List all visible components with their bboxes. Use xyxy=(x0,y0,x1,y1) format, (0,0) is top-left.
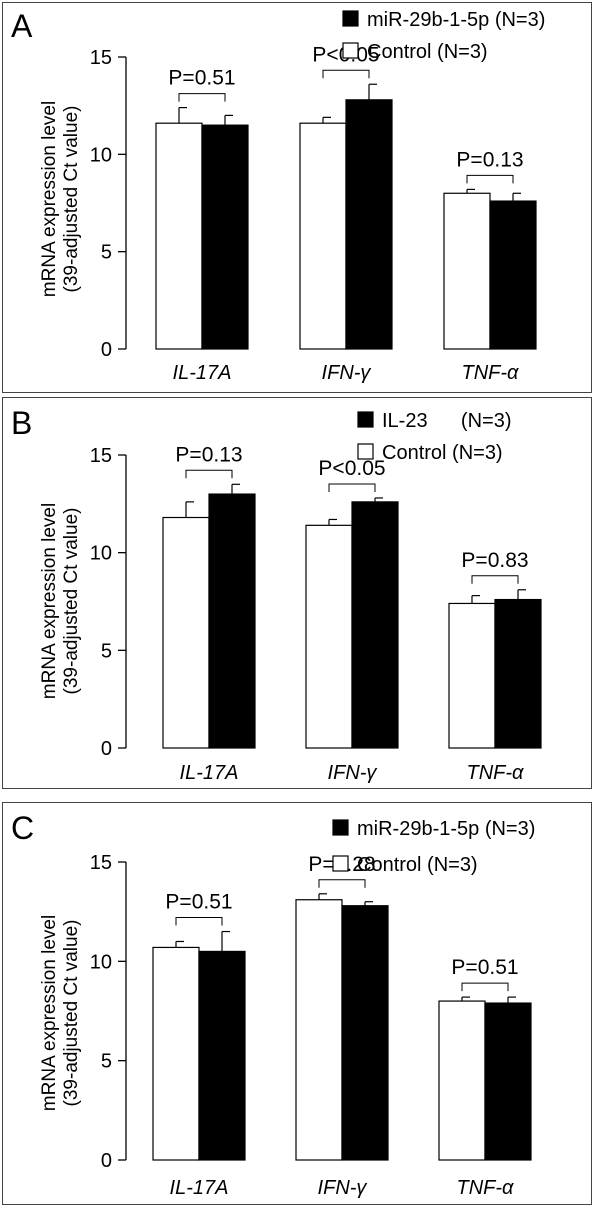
x-category-label: IFN-γ xyxy=(328,762,378,784)
bar xyxy=(494,598,542,749)
bar xyxy=(489,200,537,350)
panel-letter: B xyxy=(11,405,32,441)
bar xyxy=(152,946,200,1161)
bar xyxy=(295,899,343,1161)
bar xyxy=(198,950,246,1161)
panel-b: B 0 5 10 15 mRNA expression level (39-adjusted… xyxy=(2,397,592,789)
x-category-label: TNF-α xyxy=(457,1177,515,1199)
legend-label: Control (N=3) xyxy=(357,854,478,876)
x-category-label: TNF-α xyxy=(467,762,525,784)
y-axis-label: mRNA expression level xyxy=(39,503,60,699)
bar xyxy=(438,1000,486,1161)
significance-bracket xyxy=(318,879,366,888)
bar xyxy=(155,122,203,350)
significance-bracket xyxy=(466,174,514,184)
y-axis-label: (39-adjusted Ct value) xyxy=(61,106,82,293)
legend-swatch xyxy=(332,855,349,872)
p-value-label: P=0.13 xyxy=(456,148,523,171)
bar xyxy=(305,524,353,749)
y-tick-label: 5 xyxy=(101,1051,112,1073)
chart-b: B 0 5 10 15 mRNA expression level (39-adjusted… xyxy=(11,405,542,784)
bar xyxy=(162,516,210,749)
significance-bracket xyxy=(185,469,233,479)
legend-swatch xyxy=(357,443,374,460)
y-tick-label: 10 xyxy=(90,543,112,565)
y-tick-label: 15 xyxy=(90,852,112,874)
bar xyxy=(345,99,393,350)
p-value-label: P=0.51 xyxy=(165,891,232,914)
p-value-label: P=0.51 xyxy=(168,67,235,90)
panel-letter: A xyxy=(11,8,33,44)
x-category-label: IFN-γ xyxy=(322,362,372,384)
x-category-label: TNF-α xyxy=(462,362,520,384)
legend-swatch xyxy=(342,10,359,27)
legend-swatch xyxy=(332,819,349,836)
legend-label: miR-29b-1-5p (N=3) xyxy=(367,9,545,31)
bar xyxy=(443,192,491,350)
legend-swatch xyxy=(342,42,359,59)
legend-label: IL-23 (N=3) xyxy=(382,410,512,432)
bar xyxy=(341,905,389,1161)
y-tick-label: 5 xyxy=(101,242,112,264)
bar xyxy=(201,124,249,350)
y-tick-label: 15 xyxy=(90,47,112,69)
significance-bracket xyxy=(175,917,223,926)
significance-bracket xyxy=(461,982,509,992)
significance-bracket xyxy=(471,575,519,584)
p-value-label: P=0.51 xyxy=(451,956,518,979)
y-tick-label: 0 xyxy=(101,738,112,760)
bar xyxy=(351,501,399,749)
y-tick-label: 10 xyxy=(90,144,112,166)
p-value-label: P=0.83 xyxy=(461,549,528,572)
p-value-label: P=0.13 xyxy=(175,443,242,466)
legend-label: Control (N=3) xyxy=(367,41,488,63)
legend-label: miR-29b-1-5p (N=3) xyxy=(357,818,535,840)
panel-letter: C xyxy=(11,810,34,846)
x-category-label: IL-17A xyxy=(180,762,239,784)
y-axis-label: mRNA expression level xyxy=(39,915,60,1111)
bar xyxy=(448,602,496,749)
significance-bracket xyxy=(322,69,370,79)
y-tick-label: 0 xyxy=(101,339,112,361)
bar xyxy=(299,122,347,350)
y-tick-label: 10 xyxy=(90,951,112,973)
x-category-label: IL-17A xyxy=(170,1177,229,1199)
y-tick-label: 15 xyxy=(90,445,112,467)
y-tick-label: 5 xyxy=(101,640,112,662)
panel-a: A 0 5 10 15 mRNA expression level (39-adjusted… xyxy=(2,2,592,393)
legend-label: Control (N=3) xyxy=(382,442,503,464)
y-axis-label: (39-adjusted Ct value) xyxy=(61,508,82,695)
bar xyxy=(484,1002,532,1161)
bar xyxy=(208,493,256,749)
y-tick-label: 0 xyxy=(101,1150,112,1172)
chart-c: C 0 5 10 15 mRNA expression level (39-adjusted… xyxy=(11,810,535,1199)
x-category-label: IFN-γ xyxy=(318,1177,368,1199)
significance-bracket xyxy=(178,93,226,102)
x-category-label: IL-17A xyxy=(173,362,232,384)
chart-a: A 0 5 10 15 mRNA expression level (39-adjusted… xyxy=(11,8,545,384)
y-axis-label: (39-adjusted Ct value) xyxy=(61,920,82,1107)
significance-bracket xyxy=(328,483,376,492)
p-value-label: P<0.05 xyxy=(318,457,385,480)
y-axis-label: mRNA expression level xyxy=(39,101,60,297)
legend-swatch xyxy=(357,411,374,428)
panel-c: C 0 5 10 15 mRNA expression level (39-adjusted… xyxy=(2,802,592,1205)
